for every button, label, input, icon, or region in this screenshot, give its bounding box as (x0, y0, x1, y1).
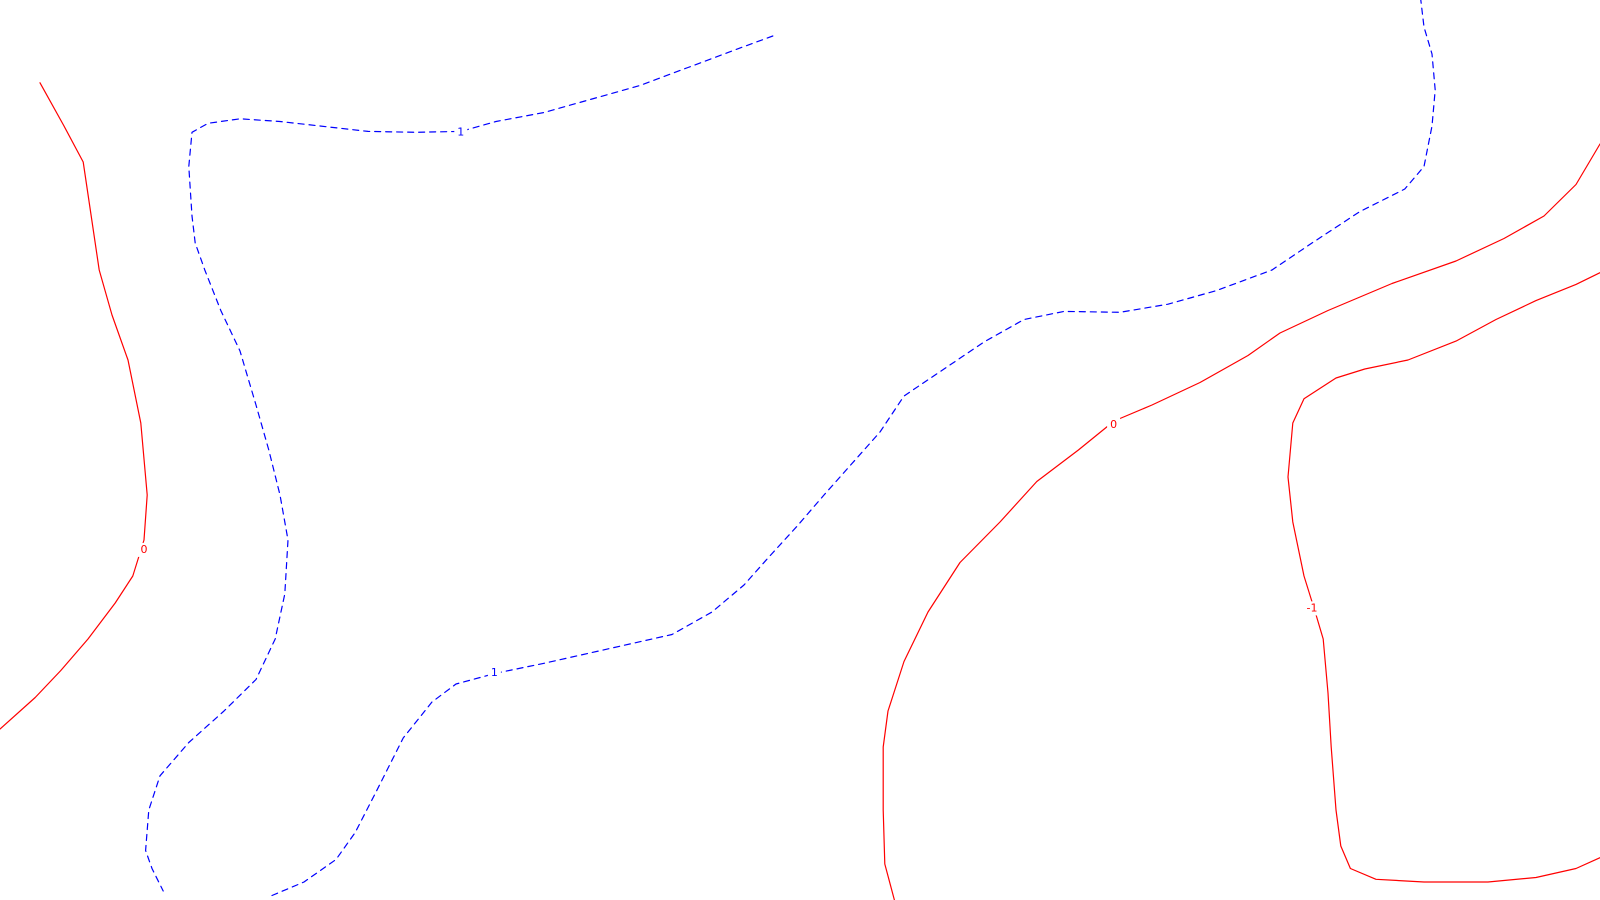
contour-label-4: 1 (487, 666, 501, 681)
contour-label-background (487, 666, 501, 681)
contour-label-text: 0 (141, 543, 148, 556)
contour-line-0 (0, 82, 148, 730)
contour-label-2: -1 (1302, 601, 1322, 616)
contour-line-2 (1287, 272, 1600, 883)
contour-line-3 (145, 35, 774, 892)
contour-label-0: 0 (137, 542, 151, 557)
contour-label-background (1107, 417, 1121, 432)
contour-label-text: 1 (491, 666, 498, 679)
contour-label-text: 1 (457, 125, 464, 138)
contour-line-4 (271, 0, 1436, 897)
contour-line-1 (882, 143, 1600, 900)
contour-label-text: -1 (1307, 601, 1318, 614)
contour-label-3: 1 (454, 125, 468, 140)
contour-label-background (1302, 601, 1322, 616)
contour-label-1: 0 (1107, 417, 1121, 432)
contour-label-background (454, 125, 468, 140)
contour-labels: 0 0 -1 1 1 (137, 125, 1322, 681)
contour-label-text: 0 (1110, 418, 1117, 431)
contour-label-background (137, 542, 151, 557)
